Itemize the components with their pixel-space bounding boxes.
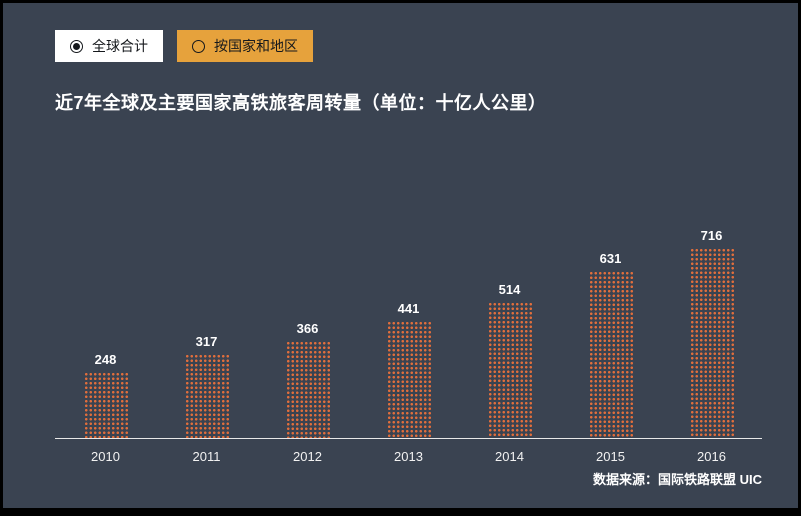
x-axis-tick-label: 2014 [495,449,524,464]
chart-title: 近7年全球及主要国家高铁旅客周转量（单位：十亿人公里） [55,93,547,113]
bar [83,372,128,438]
bar [689,248,734,438]
chart-panel: 全球合计 按国家和地区 近7年全球及主要国家高铁旅客周转量（单位：十亿人公里） … [3,3,798,508]
bar [487,302,532,438]
bar-value-label: 317 [195,334,218,349]
x-axis-tick-labels: 2010 2011 2012 2013 2014 2015 2016 [55,439,762,464]
x-axis-line [55,438,762,439]
bar-column: 248 [74,352,138,438]
bar-column: 366 [276,321,340,438]
toggle-by-country[interactable]: 按国家和地区 [177,30,313,62]
radio-selected-icon [70,39,83,53]
bar-value-label: 441 [397,301,420,316]
bar-column: 514 [478,282,542,438]
bar-value-label: 631 [599,251,622,266]
bar-column: 631 [579,251,643,438]
bar-column: 716 [680,228,744,438]
bar [184,354,229,438]
x-axis-tick-label: 2013 [394,449,423,464]
bar-value-label: 248 [94,352,117,367]
bar-chart: 248 317 366 441 514 631 716 2010 2011 2012 2013 20… [55,225,762,464]
bar-column: 317 [175,334,239,438]
bar-column: 441 [377,301,441,438]
x-axis-tick-label: 2015 [596,449,625,464]
toggle-global-total-label: 全球合计 [92,38,148,54]
bar-value-label: 366 [296,321,319,336]
bar [588,271,633,438]
x-axis-tick-label: 2016 [697,449,726,464]
view-toggle-group: 全球合计 按国家和地区 [55,30,313,62]
radio-unselected-icon [192,39,205,53]
x-axis-tick-label: 2012 [293,449,322,464]
bar-value-label: 514 [498,282,521,297]
x-axis-tick-label: 2010 [91,449,120,464]
toggle-by-country-label: 按国家和地区 [214,38,298,54]
bar [386,321,431,438]
bar [285,341,330,438]
x-axis-tick-label: 2011 [192,449,221,464]
bars-area: 248 317 366 441 514 631 716 [55,225,762,438]
data-source: 数据来源：国际铁路联盟 UIC [592,472,762,487]
toggle-global-total[interactable]: 全球合计 [55,30,163,62]
bar-value-label: 716 [700,228,723,243]
